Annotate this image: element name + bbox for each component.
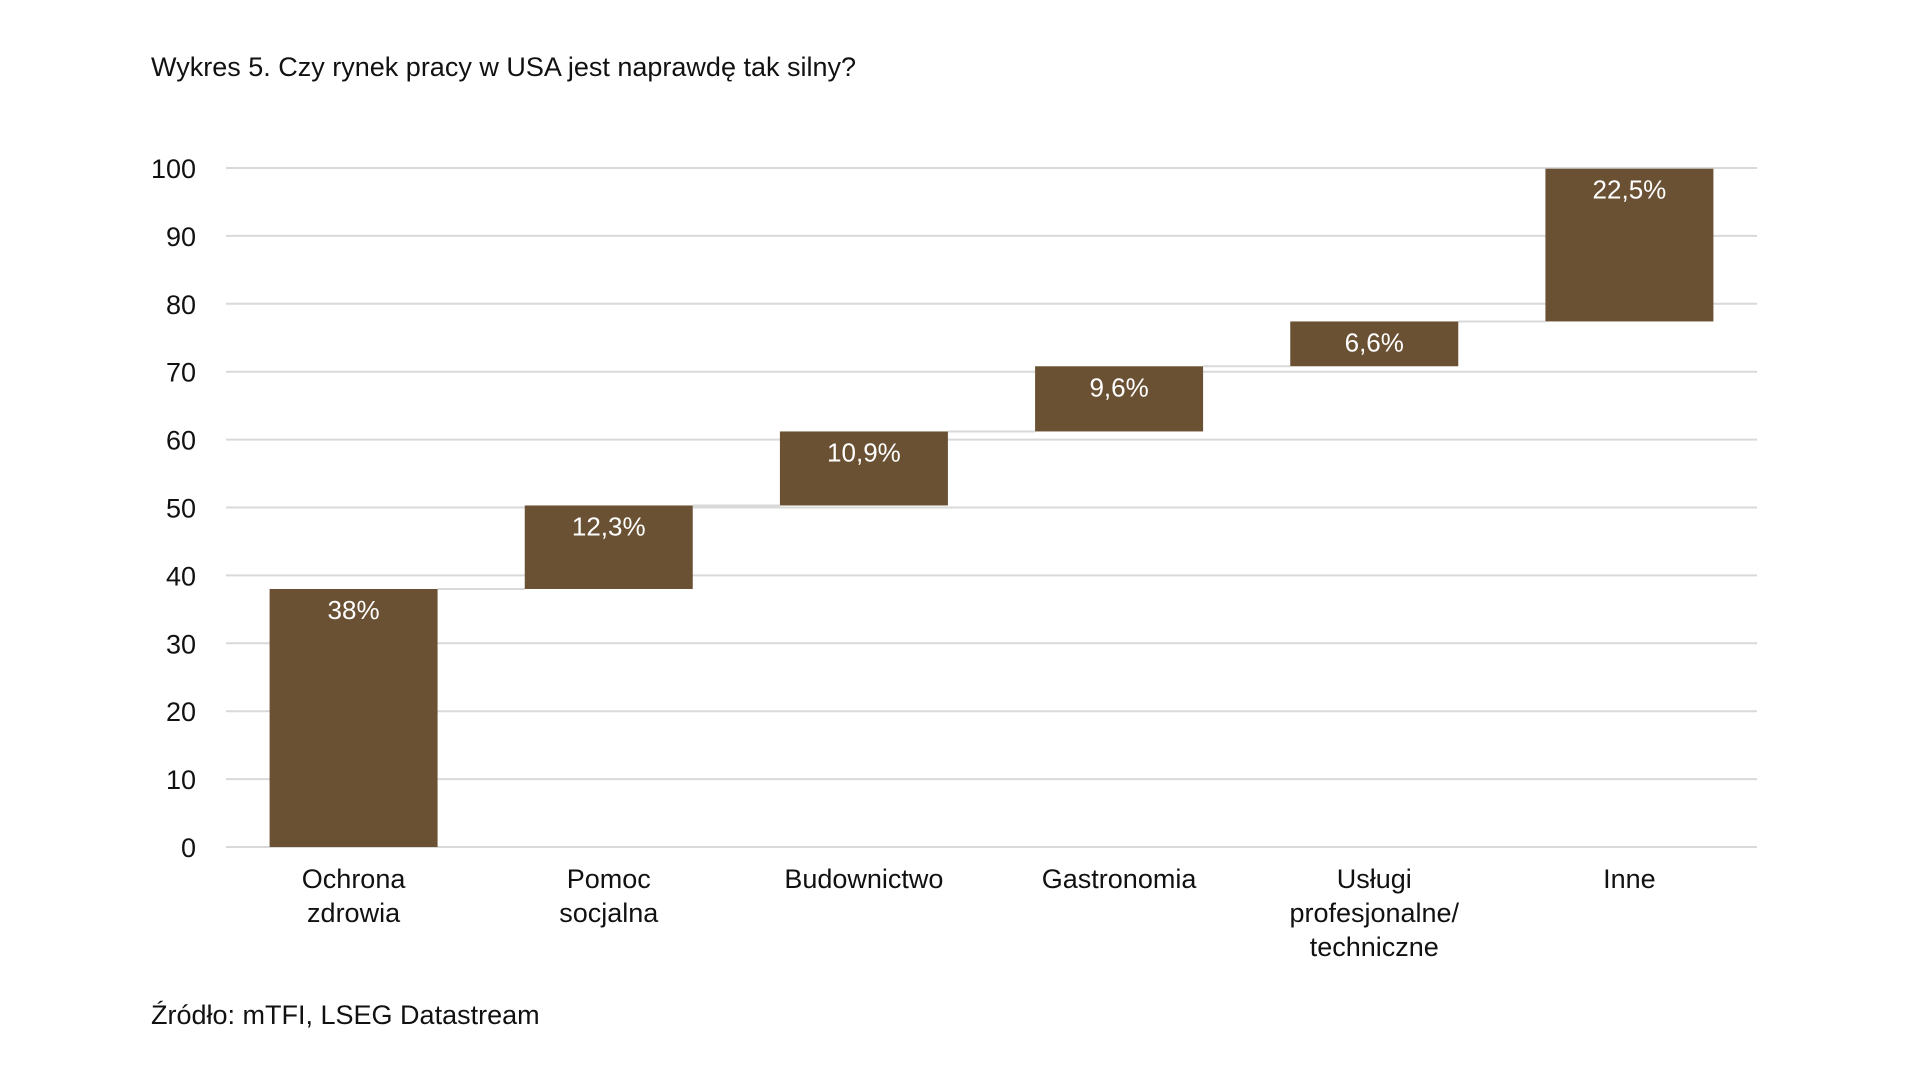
x-tick-label: socjalna xyxy=(559,898,659,928)
x-axis-labels: Ochrona zdrowia Pomoc socjalna Budownictwo Ga… xyxy=(302,864,1656,962)
y-tick-label: 60 xyxy=(166,426,196,456)
y-tick-label: 20 xyxy=(166,697,196,727)
y-tick-label: 70 xyxy=(166,358,196,388)
connector-lines xyxy=(437,320,1546,590)
y-tick-label: 0 xyxy=(181,833,196,863)
bar xyxy=(1545,168,1714,322)
chart-title: Wykres 5. Czy rynek pracy w USA jest nap… xyxy=(151,52,857,82)
x-tick-label: techniczne xyxy=(1310,932,1439,962)
x-tick-label: Inne xyxy=(1603,864,1656,894)
y-axis-ticks: 0 10 20 30 40 50 60 70 80 90 100 xyxy=(151,154,196,863)
y-tick-label: 100 xyxy=(151,154,196,184)
x-tick-label: Pomoc xyxy=(567,864,651,894)
bar xyxy=(1290,321,1459,367)
y-tick-label: 80 xyxy=(166,290,196,320)
source-note: Źródło: mTFI, LSEG Datastream xyxy=(151,1000,540,1030)
x-tick-label: Budownictwo xyxy=(784,864,943,894)
bar xyxy=(269,588,438,847)
bars xyxy=(269,168,1714,847)
y-tick-label: 30 xyxy=(166,629,196,659)
data-label: 38% xyxy=(328,595,380,625)
data-labels: 38% 12,3% 10,9% 9,6% 6,6% 22,5% xyxy=(328,175,1667,625)
y-tick-label: 40 xyxy=(166,561,196,591)
y-tick-label: 10 xyxy=(166,765,196,795)
x-tick-label: profesjonalne/ xyxy=(1289,898,1459,928)
y-tick-label: 90 xyxy=(166,222,196,252)
y-tick-label: 50 xyxy=(166,494,196,524)
data-label: 12,3% xyxy=(572,511,646,541)
bar xyxy=(524,505,693,589)
data-label: 9,6% xyxy=(1089,372,1148,402)
bar xyxy=(779,431,948,506)
bar xyxy=(1035,366,1204,432)
gridlines xyxy=(226,167,1757,848)
x-tick-label: Usługi xyxy=(1337,864,1412,894)
data-label: 6,6% xyxy=(1345,327,1404,357)
data-label: 22,5% xyxy=(1593,175,1667,205)
x-tick-label: zdrowia xyxy=(307,898,401,928)
data-label: 10,9% xyxy=(827,437,901,467)
x-tick-label: Ochrona xyxy=(302,864,407,894)
x-tick-label: Gastronomia xyxy=(1042,864,1198,894)
